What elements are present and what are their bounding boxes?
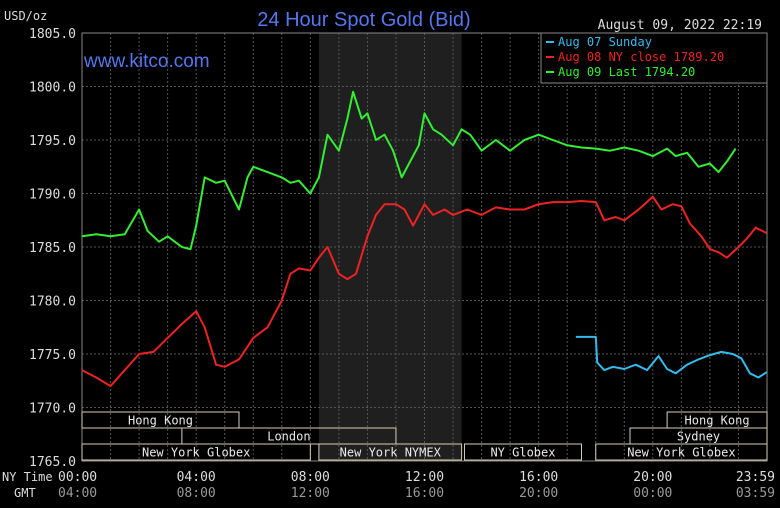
legend-box [540, 32, 768, 84]
y-tick-label-0: 1805.0 [29, 27, 76, 42]
session-label-5: New York NYMEX [340, 446, 442, 460]
session-label-0: Hong Kong [128, 414, 193, 428]
kitco-watermark: www.kitco.com [83, 51, 210, 72]
x-tick-gmt-2: 12:00 [291, 486, 330, 501]
session-box-4 [81, 443, 311, 461]
x-tick-gmt-1: 08:00 [177, 486, 216, 501]
x-tick-ny-3: 12:00 [405, 470, 444, 485]
legend-entry-0: Aug 07 Sunday [558, 35, 652, 49]
session-label-7: New York Globex [627, 446, 735, 460]
y-tick-label-4: 1785.0 [29, 241, 76, 256]
session-box-0 [81, 411, 240, 429]
gmt-row-label: GMT [14, 486, 36, 500]
x-tick-gmt-5: 00:00 [633, 486, 672, 501]
x-tick-ny-4: 16:00 [519, 470, 558, 485]
plot-frame [81, 32, 768, 462]
legend-entry-2: Aug 09 Last 1794.20 [558, 65, 695, 79]
y-tick-label-2: 1795.0 [29, 134, 76, 149]
session-box-7 [595, 443, 768, 461]
chart-title: 24 Hour Spot Gold (Bid) [257, 9, 470, 31]
x-tick-ny-1: 04:00 [177, 470, 216, 485]
x-tick-ny-5: 20:00 [633, 470, 672, 485]
x-tick-ny-6: 23:59 [736, 470, 775, 485]
session-label-2: London [267, 430, 310, 444]
x-tick-gmt-3: 16:00 [405, 486, 444, 501]
session-box-6 [463, 443, 582, 461]
x-tick-ny-0: 00:00 [58, 470, 97, 485]
y-tick-label-3: 1790.0 [29, 188, 76, 203]
chart-timestamp: August 09, 2022 22:19 [598, 18, 762, 33]
y-tick-label-8: 1765.0 [29, 455, 76, 470]
y-tick-label-7: 1770.0 [29, 402, 76, 417]
session-label-3: Sydney [677, 430, 720, 444]
y-tick-label-1: 1800.0 [29, 81, 76, 96]
series-line-3 [81, 90, 737, 251]
x-tick-gmt-0: 04:00 [58, 486, 97, 501]
session-label-6: NY Globex [490, 446, 555, 460]
x-tick-gmt-4: 20:00 [519, 486, 558, 501]
y-axis-unit-label: USD/oz [4, 9, 47, 23]
ny-time-row-label: NY Time [2, 470, 53, 484]
session-box-5 [318, 443, 463, 461]
x-tick-gmt-6: 03:59 [736, 486, 775, 501]
legend-entry-1: Aug 08 NY close 1789.20 [558, 50, 724, 64]
y-tick-label-5: 1780.0 [29, 295, 76, 310]
series-line-1 [575, 335, 768, 379]
x-tick-ny-2: 08:00 [291, 470, 330, 485]
y-tick-label-6: 1775.0 [29, 348, 76, 363]
session-label-4: New York Globex [142, 446, 250, 460]
series-line-2 [81, 195, 768, 388]
session-label-1: Hong Kong [685, 414, 750, 428]
